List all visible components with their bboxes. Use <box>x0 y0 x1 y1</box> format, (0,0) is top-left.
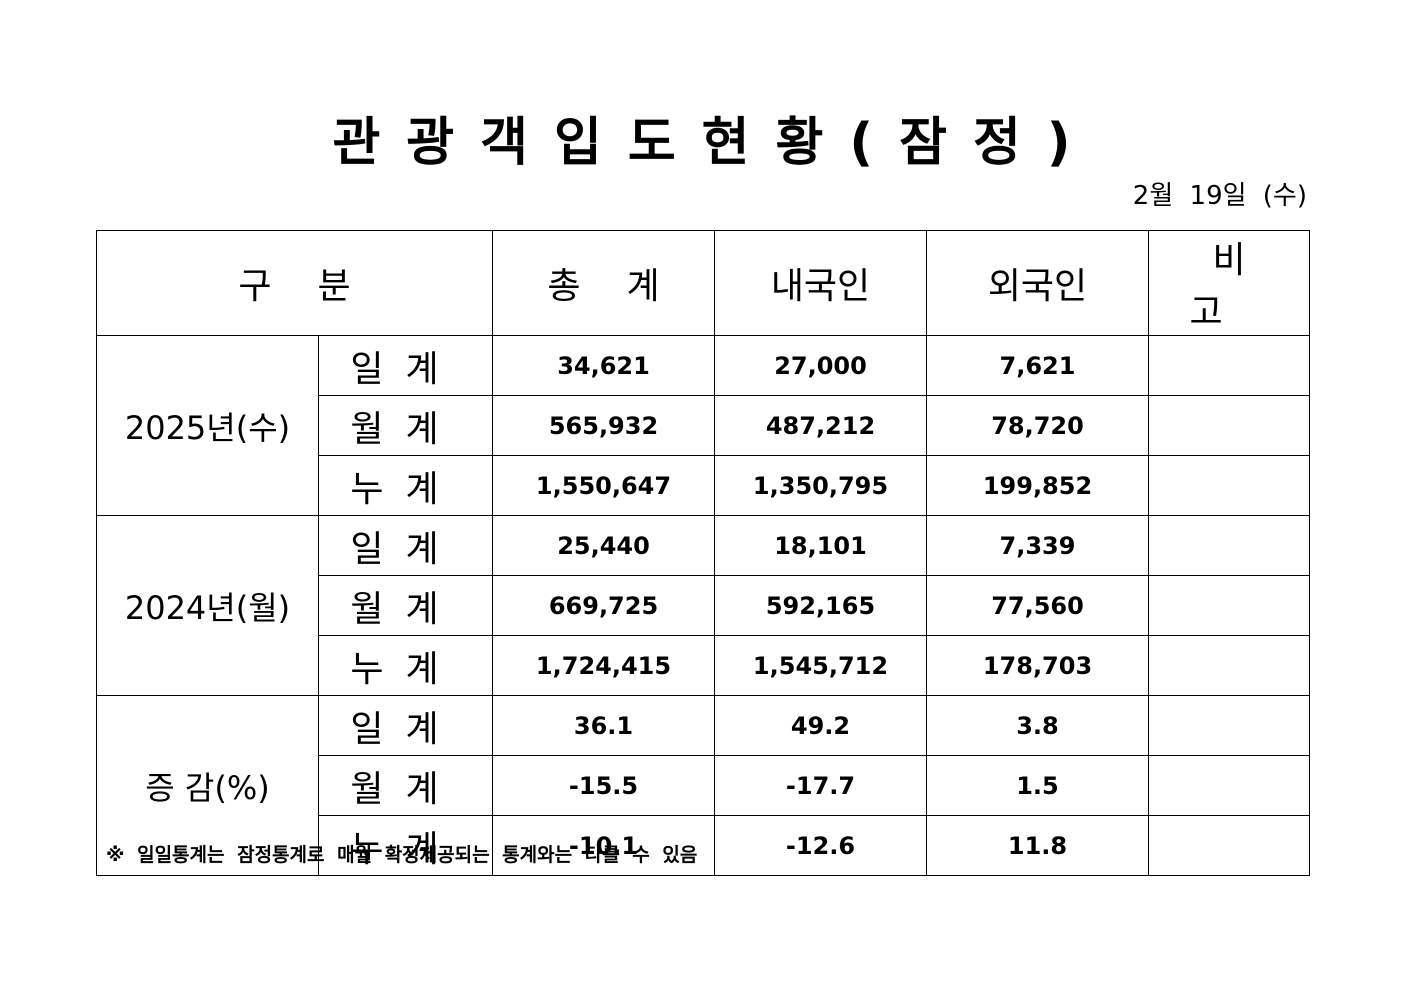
cell-total: 36.1 <box>492 695 715 756</box>
cell-domestic: -17.7 <box>714 755 927 816</box>
cell-foreign: 178,703 <box>926 635 1149 696</box>
group-label: 2025년(수) <box>96 335 319 516</box>
cell-total: -10.1 <box>492 815 715 876</box>
row-label: 일계 <box>318 335 493 396</box>
table-row: 2024년(월) 일계 25,440 18,101 7,339 <box>96 515 1310 696</box>
cell-foreign: 11.8 <box>926 815 1149 876</box>
cell-remarks <box>1148 635 1310 696</box>
table-row: 월계 -15.5 -17.7 1.5 <box>97 755 1310 816</box>
cell-domestic: 592,165 <box>714 575 927 636</box>
cell-domestic: 18,101 <box>714 515 927 576</box>
cell-remarks <box>1148 335 1310 396</box>
footnote: ※ 일일통계는 잠정통계로 매월 확정제공되는 통계와는 다를 수 있음 <box>106 844 698 866</box>
table-row: 누계 -10.1 -12.6 11.8 <box>97 815 1310 876</box>
cell-remarks <box>1148 515 1310 576</box>
cell-domestic: 1,545,712 <box>714 635 927 696</box>
cell-remarks <box>1148 395 1310 456</box>
header-total: 총계 <box>492 230 715 336</box>
table-row: 누계 1,724,415 1,545,712 178,703 <box>97 635 1310 696</box>
row-label: 월계 <box>318 755 493 816</box>
page-title: 관광객입도현황(잠정) <box>332 113 1097 173</box>
cell-domestic: 487,212 <box>714 395 927 456</box>
table-row: 증 감(%) 일계 36.1 49.2 3.8 <box>96 695 1310 876</box>
row-label: 월계 <box>318 395 493 456</box>
row-label: 누계 <box>318 455 493 516</box>
cell-total: 565,932 <box>492 395 715 456</box>
group-label: 증 감(%) <box>96 695 319 876</box>
cell-foreign: 7,621 <box>926 335 1149 396</box>
header-row: 구분 총계 내국인 외국인 비고 <box>96 230 1310 336</box>
cell-domestic: 49.2 <box>714 695 927 756</box>
visitor-stats-table: 구분 총계 내국인 외국인 비고 2025년(수) 일계 34,621 27,0… <box>96 230 1310 876</box>
cell-domestic: -12.6 <box>714 815 927 876</box>
report-date: 2월 19일 (수) <box>1132 181 1307 211</box>
cell-foreign: 78,720 <box>926 395 1149 456</box>
cell-total: 1,550,647 <box>492 455 715 516</box>
cell-foreign: 1.5 <box>926 755 1149 816</box>
cell-remarks <box>1148 695 1310 756</box>
cell-foreign: 7,339 <box>926 515 1149 576</box>
row-label: 일계 <box>318 695 493 756</box>
cell-total: -15.5 <box>492 755 715 816</box>
row-label: 월계 <box>318 575 493 636</box>
cell-foreign: 199,852 <box>926 455 1149 516</box>
cell-foreign: 3.8 <box>926 695 1149 756</box>
cell-foreign: 77,560 <box>926 575 1149 636</box>
table-row: 2025년(수) 일계 34,621 27,000 7,621 <box>96 335 1310 516</box>
table-row: 월계 669,725 592,165 77,560 <box>97 575 1310 636</box>
cell-remarks <box>1148 455 1310 516</box>
cell-domestic: 27,000 <box>714 335 927 396</box>
cell-remarks <box>1148 755 1310 816</box>
row-label: 누계 <box>318 635 493 696</box>
header-category: 구분 <box>96 230 493 336</box>
cell-total: 669,725 <box>492 575 715 636</box>
table-row: 누계 1,550,647 1,350,795 199,852 <box>97 455 1310 516</box>
cell-total: 25,440 <box>492 515 715 576</box>
group-label: 2024년(월) <box>96 515 319 696</box>
cell-domestic: 1,350,795 <box>714 455 927 516</box>
cell-remarks <box>1148 575 1310 636</box>
cell-total: 34,621 <box>492 335 715 396</box>
header-remarks: 비고 <box>1148 230 1310 336</box>
cell-remarks <box>1148 815 1310 876</box>
header-foreign: 외국인 <box>926 230 1149 336</box>
header-domestic: 내국인 <box>714 230 927 336</box>
cell-total: 1,724,415 <box>492 635 715 696</box>
row-label: 일계 <box>318 515 493 576</box>
row-label: 누계 <box>318 815 493 876</box>
